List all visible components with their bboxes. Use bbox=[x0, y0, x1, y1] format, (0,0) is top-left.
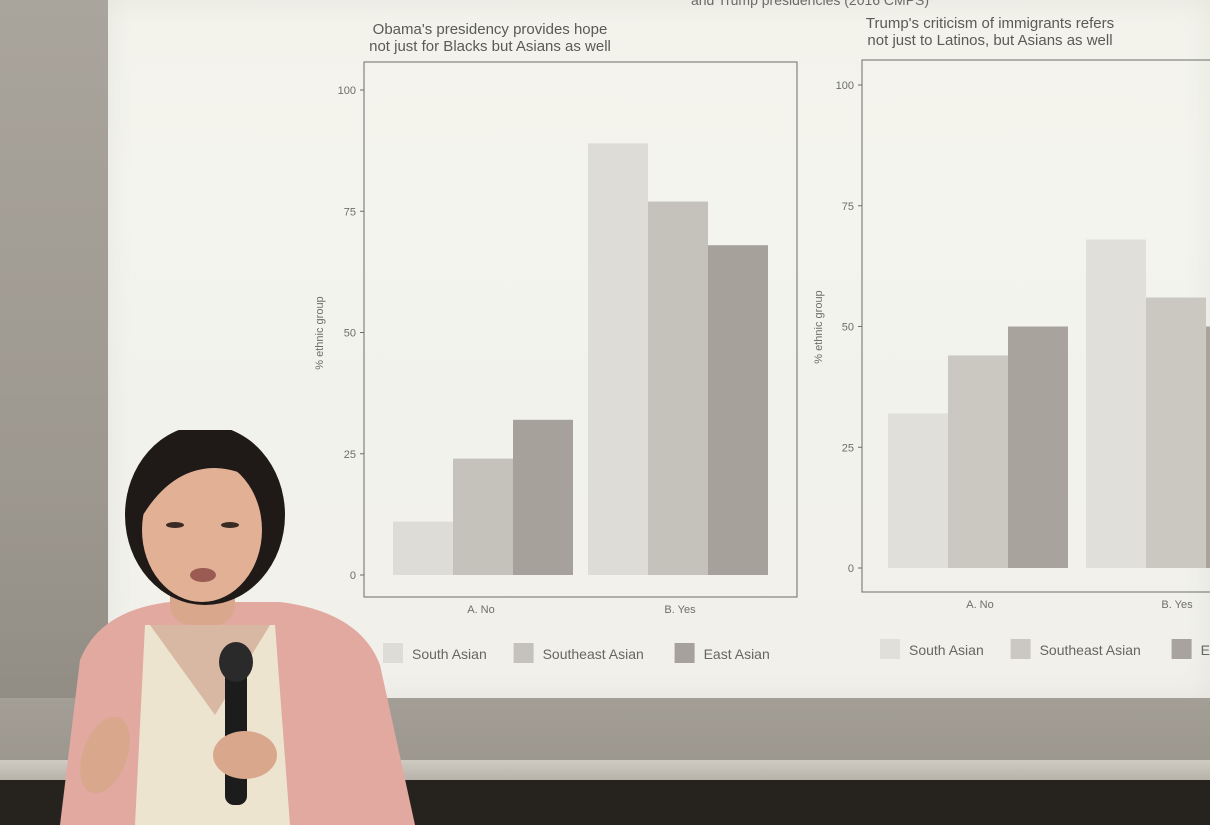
chart-2-title-line: not just to Latinos, but Asians as well bbox=[867, 32, 1112, 49]
chart-2-title-line: Trump's criticism of immigrants refers bbox=[866, 15, 1114, 32]
chart-1-x-tick-label: B. Yes bbox=[664, 604, 696, 616]
chart-1-y-axis-label: % ethnic group bbox=[314, 296, 326, 369]
chart-1-title-line: Obama's presidency provides hope bbox=[373, 21, 608, 38]
chart-2-x-tick-label: B. Yes bbox=[1161, 599, 1193, 611]
chart-1-legend-label: East Asian bbox=[704, 646, 770, 662]
chart-2-y-axis-label: % ethnic group bbox=[813, 290, 825, 363]
chart-1-bar-south-asian bbox=[393, 521, 453, 575]
chart-1-y-tick-label: 0 bbox=[350, 570, 356, 582]
chart-2-bar-south-asian bbox=[888, 413, 948, 568]
chart-1-bar-east-asian bbox=[708, 245, 768, 575]
chart-2-legend-label: Southeast Asian bbox=[1040, 642, 1141, 658]
chart-2-y-tick-label: 50 bbox=[842, 322, 854, 334]
chart-1-legend-swatch bbox=[513, 643, 534, 663]
chart-1-bar-east-asian bbox=[513, 419, 573, 575]
chart-1-y-tick-label: 100 bbox=[338, 85, 356, 97]
chart-2-legend-swatch bbox=[1171, 639, 1192, 659]
chart-2-legend-swatch bbox=[1010, 639, 1031, 659]
chart-1-y-tick-label: 25 bbox=[344, 449, 356, 461]
chart-2-bar-southeast-asian bbox=[948, 355, 1008, 568]
chart-2-bar-east-asian bbox=[1008, 326, 1068, 568]
chart-2-x-tick-label: A. No bbox=[966, 599, 994, 611]
chart-2-y-tick-label: 100 bbox=[836, 80, 854, 92]
chart-2-y-tick-label: 75 bbox=[842, 201, 854, 213]
slide-cut-title: and Trump presidencies (2016 CMPS) bbox=[690, 0, 930, 8]
chart-2-legend-label: East Asian bbox=[1201, 642, 1210, 658]
chart-1-legend-label: Southeast Asian bbox=[543, 646, 644, 662]
chart-2-bar-southeast-asian bbox=[1146, 297, 1206, 568]
chart-1-bar-southeast-asian bbox=[453, 458, 513, 575]
chart-1-y-tick-label: 75 bbox=[344, 206, 356, 218]
chart-2-y-tick-label: 0 bbox=[848, 563, 854, 575]
chart-1-title-line: not just for Blacks but Asians as well bbox=[369, 38, 611, 55]
chart-2-legend-swatch bbox=[880, 639, 900, 659]
chart-1-legend-swatch bbox=[383, 643, 403, 663]
chart-2-bar-east-asian bbox=[1206, 326, 1210, 568]
chart-2-y-tick-label: 25 bbox=[842, 442, 854, 454]
chart-1-bar-south-asian bbox=[588, 143, 648, 575]
chart-1-legend-swatch bbox=[674, 643, 695, 663]
chart-1-bar-southeast-asian bbox=[648, 201, 708, 576]
chart-1-legend-label: South Asian bbox=[412, 646, 487, 662]
chart-1-x-tick-label: A. No bbox=[467, 604, 495, 616]
chart-2-legend-label: South Asian bbox=[909, 642, 984, 658]
presenter-figure bbox=[60, 430, 415, 825]
chart-1-plot-frame bbox=[363, 61, 798, 598]
chart-1-y-tick-label: 50 bbox=[344, 328, 356, 340]
chart-2-bar-south-asian bbox=[1086, 239, 1146, 568]
